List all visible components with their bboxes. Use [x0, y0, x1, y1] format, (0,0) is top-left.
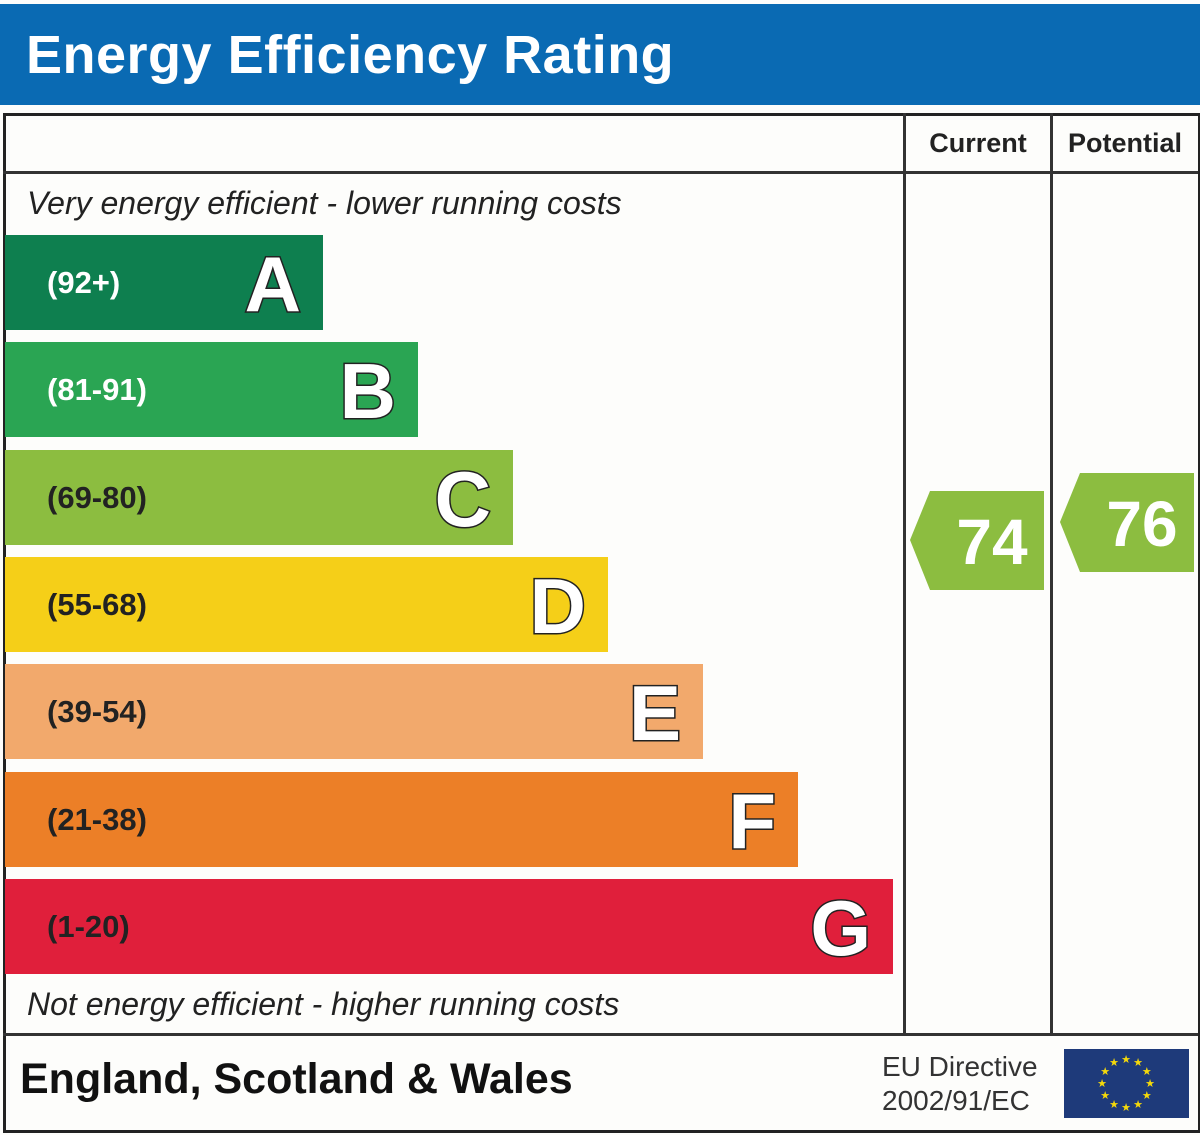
arrow-shape — [910, 491, 1044, 591]
current-rating-arrow: 74 — [910, 491, 1044, 591]
bottom-note: Not energy efficient - higher running co… — [27, 986, 620, 1022]
band-range-label: (92+) — [47, 265, 121, 300]
svg-text:★: ★ — [1097, 1078, 1107, 1090]
band-letter: A — [243, 239, 302, 330]
eu-directive-label: EU Directive — [882, 1051, 1038, 1082]
band-letter: C — [433, 453, 492, 544]
footer-divider — [3, 1033, 1198, 1036]
svg-text:★: ★ — [1133, 1099, 1143, 1111]
band-g: (1-20) G — [5, 878, 893, 974]
svg-text:★: ★ — [1142, 1066, 1152, 1078]
svg-text:★: ★ — [1100, 1066, 1110, 1078]
svg-text:★: ★ — [1133, 1057, 1143, 1069]
band-b: (81-91) B — [5, 342, 418, 438]
arrow-shape — [1060, 473, 1194, 573]
rating-table — [3, 113, 1200, 1133]
header-bar: Energy Efficiency Rating — [0, 4, 1200, 105]
column-divider — [903, 113, 906, 1035]
band-range-label: (55-68) — [47, 586, 147, 622]
band-letter: E — [627, 668, 682, 759]
band-d: (55-68) D — [5, 556, 608, 652]
band-range-label: (21-38) — [47, 801, 147, 837]
band-range-label: (81-91) — [47, 372, 147, 408]
header-divider — [3, 171, 1198, 174]
svg-text:★: ★ — [1121, 1054, 1131, 1066]
band-letter: B — [338, 346, 397, 437]
potential-rating-arrow: 76 — [1060, 473, 1194, 573]
svg-text:★: ★ — [1109, 1057, 1119, 1069]
chart-title: Energy Efficiency Rating — [26, 25, 675, 85]
svg-text:★: ★ — [1142, 1090, 1152, 1102]
band-range-label: (39-54) — [47, 694, 147, 730]
potential-rating-value: 76 — [1106, 488, 1178, 561]
potential-column-header: Potential — [1067, 128, 1182, 158]
svg-text:★: ★ — [1100, 1090, 1110, 1102]
band-a: (92+) A — [5, 235, 323, 330]
svg-text:★: ★ — [1109, 1099, 1119, 1111]
svg-text:★: ★ — [1145, 1078, 1155, 1090]
band-e: (39-54) E — [5, 664, 703, 760]
band-range-label: (1-20) — [47, 908, 130, 944]
band-letter: G — [809, 882, 873, 973]
eu-flag-icon: ★ ★ ★ ★ ★ ★ ★ ★ ★ ★ ★ ★ — [1064, 1049, 1189, 1118]
current-column-header: Current — [929, 128, 1027, 158]
band-range-label: (69-80) — [47, 479, 147, 515]
band-letter: F — [727, 775, 778, 866]
svg-text:★: ★ — [1121, 1102, 1131, 1114]
current-rating-value: 74 — [956, 506, 1028, 579]
eu-directive-number: 2002/91/EC — [882, 1085, 1030, 1116]
footer-region: England, Scotland & Wales — [20, 1055, 573, 1103]
top-note: Very energy efficient - lower running co… — [27, 185, 622, 221]
column-divider — [1050, 113, 1053, 1035]
band-c: (69-80) C — [5, 449, 513, 545]
band-f: (21-38) F — [5, 771, 798, 867]
band-letter: D — [528, 560, 587, 651]
